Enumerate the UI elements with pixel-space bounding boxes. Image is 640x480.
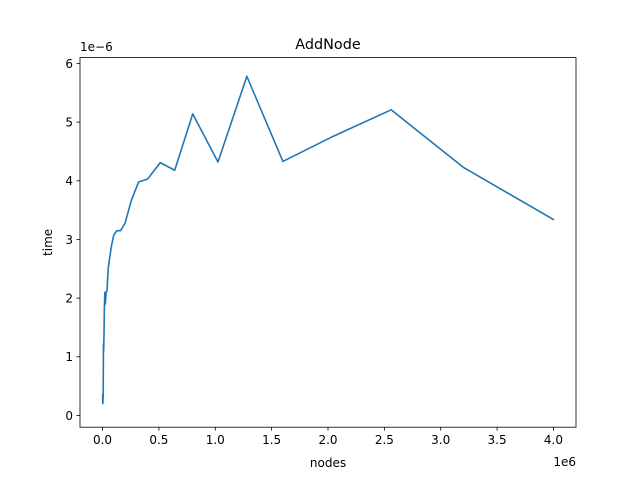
x-tick-label: 0.5 — [149, 433, 168, 447]
y-tick-label: 1 — [65, 350, 73, 364]
ticks-layer: 0.0 0.5 1.0 1.5 2.0 2.5 3.0 3.5 4.0 0 1 2 3 4 5 6 — [65, 57, 563, 447]
y-axis-label: time — [41, 229, 55, 256]
y-offset-label: 1e−6 — [80, 40, 113, 54]
x-tick-label: 2.5 — [375, 433, 394, 447]
x-tick-label: 3.5 — [488, 433, 507, 447]
y-tick-label: 0 — [65, 409, 73, 423]
x-tick-label: 2.0 — [318, 433, 337, 447]
x-tick-label: 0.0 — [93, 433, 112, 447]
x-tick-label: 4.0 — [544, 433, 563, 447]
x-tick-label: 1.5 — [262, 433, 281, 447]
axes-frame — [79, 57, 577, 428]
x-tick-label: 3.0 — [431, 433, 450, 447]
y-tick-label: 2 — [65, 291, 73, 305]
y-tick-label: 5 — [65, 115, 73, 129]
x-tick-label: 1.0 — [206, 433, 225, 447]
chart-title: AddNode — [295, 37, 361, 53]
y-tick-label: 4 — [65, 174, 73, 188]
series-line — [101, 75, 555, 405]
y-tick-label: 3 — [65, 233, 73, 247]
y-tick-label: 6 — [65, 57, 73, 71]
x-offset-label: 1e6 — [553, 455, 576, 469]
x-axis-label: nodes — [310, 456, 346, 470]
plot-layer — [101, 75, 555, 405]
